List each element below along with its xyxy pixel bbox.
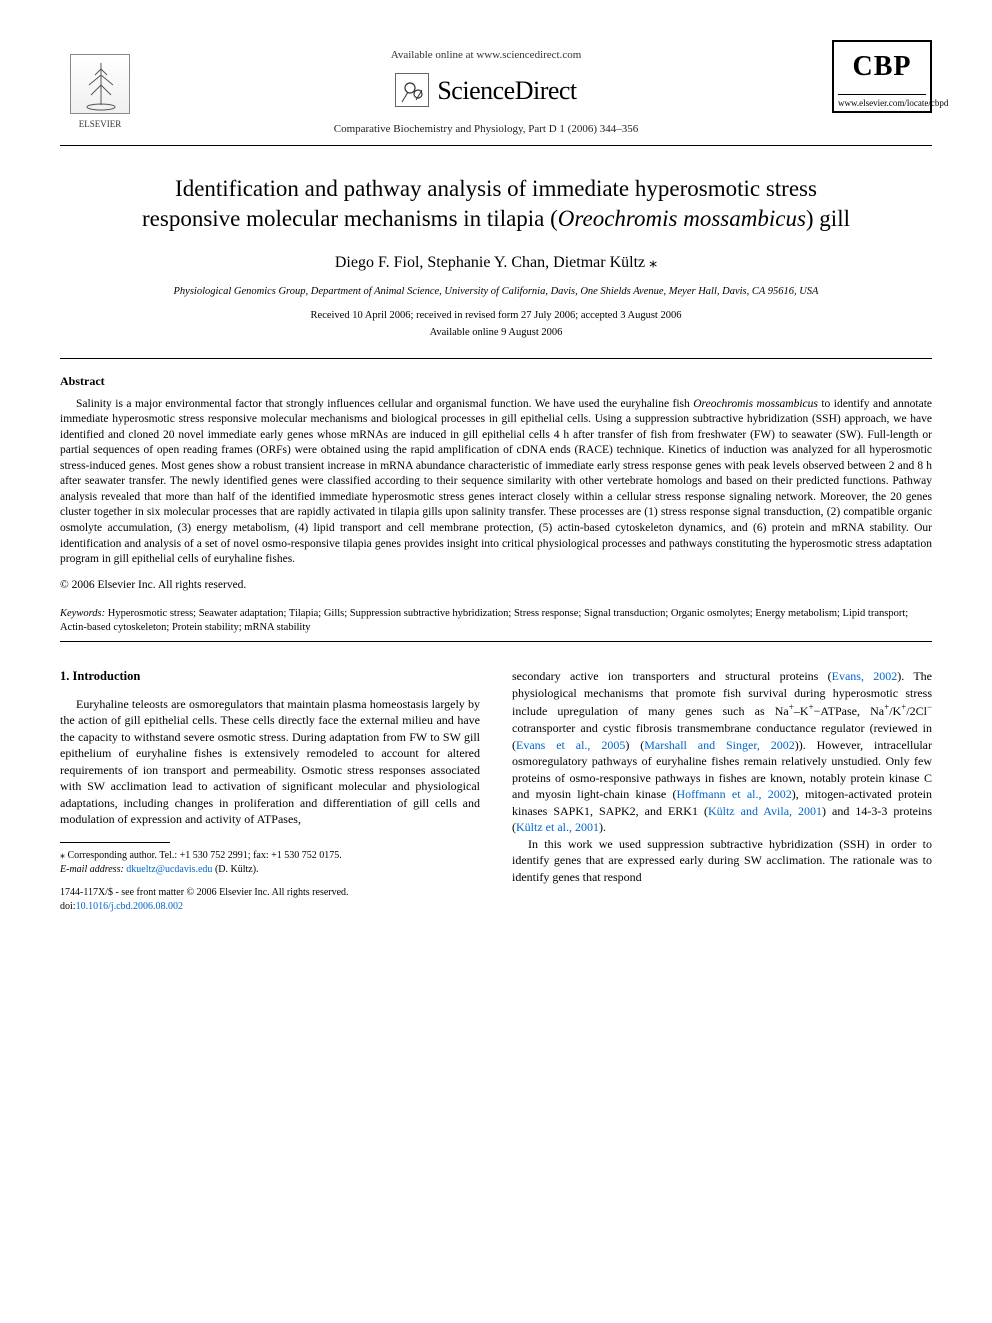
right-paragraph-2: In this work we used suppression subtrac… [512, 836, 932, 886]
ref-kultz-2001[interactable]: Kültz et al., 2001 [516, 820, 599, 834]
abstract-paragraph: Salinity is a major environmental factor… [60, 397, 932, 568]
rp1e: ) ( [625, 738, 644, 752]
corresponding-footnote: ⁎ Corresponding author. Tel.: +1 530 752… [60, 849, 480, 863]
corresponding-mark: ⁎ [649, 254, 657, 271]
sciencedirect-name: ScienceDirect [437, 73, 576, 108]
cbp-text: CBP [838, 48, 926, 86]
ref-hoffmann-2002[interactable]: Hoffmann et al., 2002 [676, 787, 791, 801]
abstract-text-a: Salinity is a major environmental factor… [76, 398, 693, 410]
ref-marshall-2002[interactable]: Marshall and Singer, 2002 [644, 738, 795, 752]
ref-evans-2002[interactable]: Evans, 2002 [832, 669, 898, 683]
rule-top [60, 145, 932, 146]
rp1i: ). [599, 820, 606, 834]
authors-names: Diego F. Fiol, Stephanie Y. Chan, Dietma… [335, 254, 649, 271]
ref-evans-2005[interactable]: Evans et al., 2005 [516, 738, 625, 752]
doi-link[interactable]: 10.1016/j.cbd.2006.08.002 [76, 901, 184, 912]
title-line1: Identification and pathway analysis of i… [175, 176, 817, 201]
introduction-heading: 1. Introduction [60, 668, 480, 685]
rule-after-keywords [60, 641, 932, 642]
doi-label: doi: [60, 901, 76, 912]
two-column-body: 1. Introduction Euryhaline teleosts are … [60, 668, 932, 913]
sup-plus-4: + [901, 702, 906, 712]
keywords-label: Keywords: [60, 608, 105, 619]
abstract-species: Oreochromis mossambicus [693, 398, 818, 410]
journal-reference: Comparative Biochemistry and Physiology,… [140, 122, 832, 137]
title-line2b: ) gill [806, 206, 850, 231]
elsevier-label: ELSEVIER [79, 118, 122, 130]
elsevier-tree-icon [70, 54, 130, 114]
abstract-heading: Abstract [60, 373, 932, 389]
sciencedirect-block: Available online at www.sciencedirect.co… [140, 40, 832, 137]
rp1a: secondary active ion transporters and st… [512, 669, 832, 683]
sup-minus: − [927, 702, 932, 712]
copyright-line: © 2006 Elsevier Inc. All rights reserved… [60, 578, 932, 594]
abstract-text-c: to identify and annotate immediate hyper… [60, 398, 932, 565]
footer-issn: 1744-117X/$ - see front matter © 2006 El… [60, 886, 480, 900]
title-line2a: responsive molecular mechanisms in tilap… [142, 206, 558, 231]
authors: Diego F. Fiol, Stephanie Y. Chan, Dietma… [60, 252, 932, 274]
cbp-logo: CBP www.elsevier.com/locate/cbpd [832, 40, 932, 113]
ref-kultz-avila-2001[interactable]: Kültz and Avila, 2001 [708, 804, 822, 818]
keywords-text: Hyperosmotic stress; Seawater adaptation… [60, 608, 908, 633]
article-title: Identification and pathway analysis of i… [60, 174, 932, 234]
footnote-separator [60, 842, 170, 843]
keywords-block: Keywords: Hyperosmotic stress; Seawater … [60, 607, 932, 635]
sup-plus-1: + [789, 702, 794, 712]
email-tail: (D. Kültz). [212, 864, 258, 875]
title-species: Oreochromis mossambicus [558, 206, 806, 231]
sup-plus-3: + [884, 702, 889, 712]
affiliation: Physiological Genomics Group, Department… [60, 285, 932, 299]
email-label: E-mail address: [60, 864, 124, 875]
elsevier-logo: ELSEVIER [60, 40, 140, 130]
sciencedirect-icon [395, 73, 429, 107]
footer-doi-line: doi:10.1016/j.cbd.2006.08.002 [60, 900, 480, 914]
rp1c: −ATPase, Na [814, 704, 885, 718]
intro-paragraph-1: Euryhaline teleosts are osmoregulators t… [60, 696, 480, 828]
cbp-url: www.elsevier.com/locate/cbpd [838, 94, 926, 109]
right-paragraph-1: secondary active ion transporters and st… [512, 668, 932, 835]
email-link[interactable]: dkueltz@ucdavis.edu [126, 864, 212, 875]
rule-before-abstract [60, 358, 932, 359]
received-dates: Received 10 April 2006; received in revi… [60, 309, 932, 323]
available-online-text: Available online at www.sciencedirect.co… [140, 48, 832, 63]
left-column: 1. Introduction Euryhaline teleosts are … [60, 668, 480, 913]
email-footnote: E-mail address: dkueltz@ucdavis.edu (D. … [60, 863, 480, 877]
sciencedirect-logo-row: ScienceDirect [140, 73, 832, 108]
available-online-date: Available online 9 August 2006 [60, 326, 932, 340]
header-row: ELSEVIER Available online at www.science… [60, 40, 932, 137]
right-column: secondary active ion transporters and st… [512, 668, 932, 913]
